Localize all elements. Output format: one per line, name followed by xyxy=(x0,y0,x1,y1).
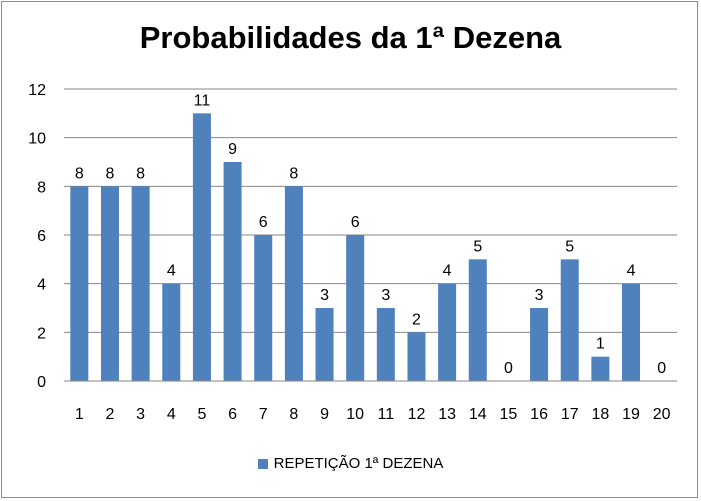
data-label: 4 xyxy=(443,263,452,280)
data-label: 6 xyxy=(259,214,268,231)
y-tick-label: 10 xyxy=(28,131,46,148)
data-label: 8 xyxy=(75,165,84,182)
x-tick-label: 12 xyxy=(408,406,426,423)
x-tick-label: 11 xyxy=(378,406,395,423)
bar xyxy=(407,332,426,381)
legend-label: REPETIÇÃO 1ª DEZENA xyxy=(273,455,444,472)
x-tick-label: 15 xyxy=(500,406,518,423)
x-tick-label: 2 xyxy=(106,406,115,423)
data-label: 9 xyxy=(228,141,237,158)
data-labels: 8 8 8 4 11 9 6 8 3 6 3 2 4 5 0 3 5 1 4 0 xyxy=(75,92,666,377)
bar xyxy=(70,186,89,381)
y-tick-label: 8 xyxy=(37,179,46,196)
gridlines xyxy=(64,88,677,333)
x-tick-label: 1 xyxy=(75,406,84,423)
x-tick-label: 16 xyxy=(530,406,548,423)
data-label: 3 xyxy=(320,287,329,304)
x-tick-label: 5 xyxy=(197,406,206,423)
legend-swatch xyxy=(257,458,268,469)
bar xyxy=(284,186,303,381)
bar xyxy=(162,283,181,381)
y-tick-label: 12 xyxy=(28,82,46,99)
x-tick-label: 4 xyxy=(167,406,176,423)
data-label: 6 xyxy=(351,214,360,231)
x-tick-label: 9 xyxy=(320,406,329,423)
data-label: 5 xyxy=(565,238,574,255)
y-tick-label: 4 xyxy=(37,277,46,294)
data-label: 0 xyxy=(504,360,513,377)
bar xyxy=(468,259,487,381)
bar xyxy=(591,356,610,381)
y-tick-label: 2 xyxy=(37,325,46,342)
bar xyxy=(254,235,273,381)
bar xyxy=(530,308,549,381)
x-tick-label: 13 xyxy=(438,406,456,423)
data-label: 1 xyxy=(596,336,605,353)
data-label: 8 xyxy=(136,165,145,182)
x-tick-label: 20 xyxy=(653,406,671,423)
data-label: 3 xyxy=(535,287,544,304)
legend: REPETIÇÃO 1ª DEZENA xyxy=(0,455,701,472)
data-label: 11 xyxy=(194,92,211,109)
x-tick-label: 7 xyxy=(259,406,268,423)
y-tick-label: 6 xyxy=(37,228,46,245)
bar xyxy=(223,162,242,381)
chart-title: Probabilidades da 1ª Dezena xyxy=(139,20,562,55)
bar xyxy=(315,308,334,381)
x-tick-label: 18 xyxy=(591,406,609,423)
data-label: 0 xyxy=(657,360,666,377)
bar xyxy=(192,113,211,381)
bar xyxy=(622,283,641,381)
x-tick-label: 6 xyxy=(228,406,237,423)
x-tick-label: 10 xyxy=(346,406,364,423)
data-label: 8 xyxy=(106,165,115,182)
data-label: 2 xyxy=(412,311,421,328)
bar xyxy=(131,186,150,381)
data-label: 5 xyxy=(473,238,482,255)
x-tick-label: 3 xyxy=(136,406,145,423)
bar xyxy=(560,259,579,381)
bar xyxy=(438,283,457,381)
y-tick-label: 0 xyxy=(37,374,46,391)
data-label: 4 xyxy=(627,263,636,280)
bars xyxy=(70,113,641,381)
data-label: 8 xyxy=(289,165,298,182)
x-tick-label: 14 xyxy=(469,406,487,423)
bar xyxy=(376,308,395,381)
x-tick-label: 19 xyxy=(622,406,640,423)
data-label: 3 xyxy=(381,287,390,304)
x-tick-label: 17 xyxy=(561,406,579,423)
data-label: 4 xyxy=(167,263,176,280)
x-tick-label: 8 xyxy=(289,406,298,423)
bar xyxy=(346,235,365,381)
bar xyxy=(100,186,119,381)
